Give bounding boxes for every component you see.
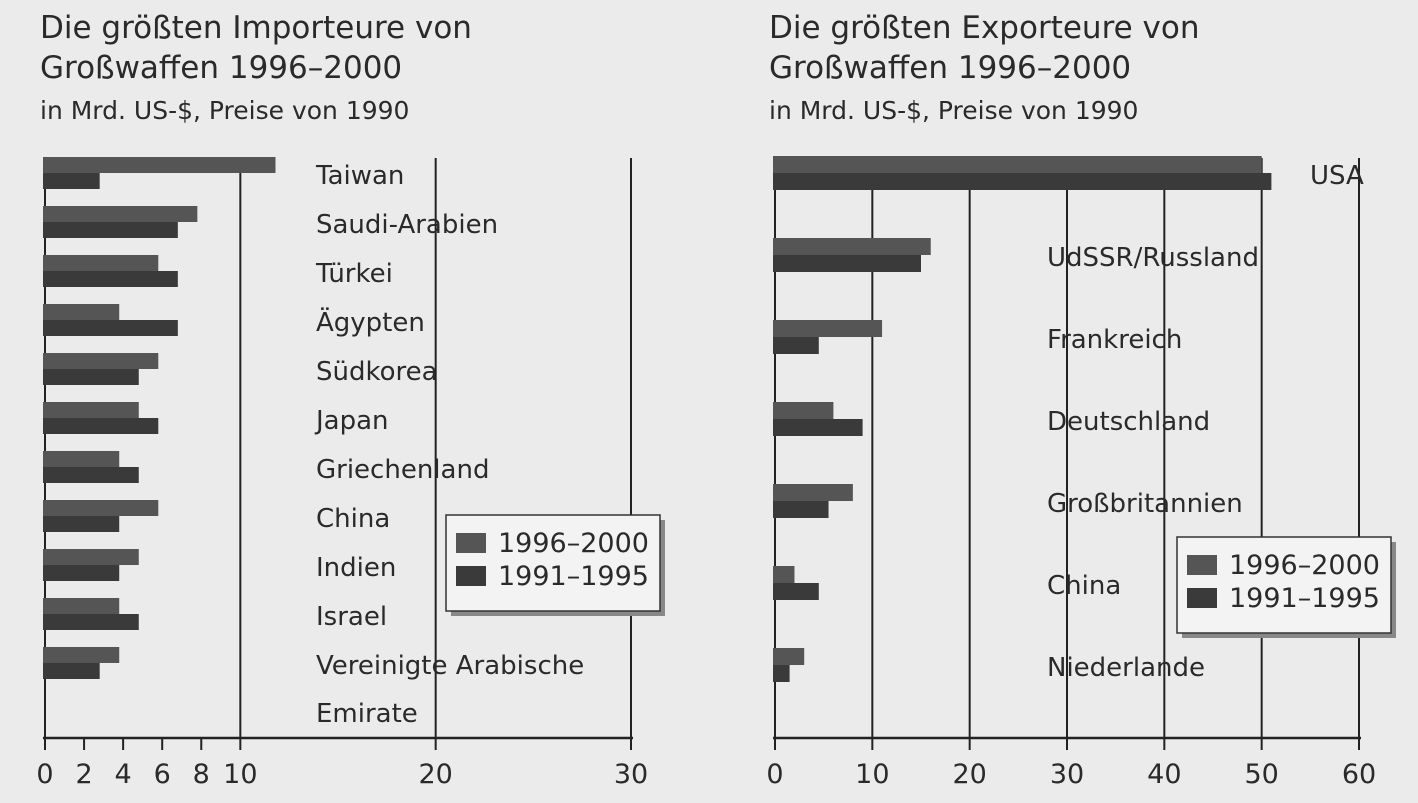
category-label: Ägypten xyxy=(316,306,425,338)
category-label: Vereinigte Arabische xyxy=(316,651,584,681)
x-tick-label: 10 xyxy=(223,759,257,790)
bar xyxy=(43,663,100,679)
x-tick-label: 0 xyxy=(766,759,783,790)
bar xyxy=(773,238,931,255)
bar xyxy=(773,501,829,518)
category-label: Deutschland xyxy=(1047,407,1210,437)
bar xyxy=(43,304,120,320)
bar xyxy=(43,516,120,532)
legend-label: 1996–2000 xyxy=(498,528,649,559)
bar xyxy=(43,369,139,385)
x-tick-label: 40 xyxy=(1147,759,1181,790)
bar xyxy=(43,255,159,271)
legend-box xyxy=(1176,536,1392,634)
bar xyxy=(773,156,1262,173)
category-label: Indien xyxy=(316,553,396,583)
category-label: China xyxy=(1047,571,1121,601)
legend-label: 1996–2000 xyxy=(1229,550,1380,581)
legend-swatch xyxy=(1187,588,1217,608)
category-label: Großbritannien xyxy=(1047,489,1243,519)
legend-box xyxy=(445,514,661,612)
bar xyxy=(773,419,863,436)
bar xyxy=(43,206,198,222)
legend-swatch xyxy=(456,566,486,586)
bar xyxy=(43,549,139,565)
x-tick-label: 0 xyxy=(36,759,53,790)
x-tick-label: 4 xyxy=(115,759,132,790)
chart-subtitle: in Mrd. US-$, Preise von 1990 xyxy=(769,96,1139,125)
exporters-chart: USA UdSSR/Russland Frankreich Deutschland Gr… xyxy=(766,156,1396,790)
category-label: Südkorea xyxy=(316,357,438,387)
category-label: Niederlande xyxy=(1047,653,1205,683)
category-label: UdSSR/Russland xyxy=(1047,243,1259,273)
x-tick-label: 60 xyxy=(1342,759,1376,790)
bar xyxy=(773,337,819,354)
bar xyxy=(43,173,100,189)
x-tick-label: 10 xyxy=(855,759,889,790)
bar xyxy=(43,353,159,369)
bar xyxy=(43,614,139,630)
legend-label: 1991–1995 xyxy=(498,561,649,592)
legend-label: 1991–1995 xyxy=(1229,583,1380,614)
x-tick-label: 20 xyxy=(418,759,452,790)
legend-swatch xyxy=(456,533,486,553)
category-label: Israel xyxy=(316,602,387,632)
bar xyxy=(43,598,120,614)
category-label: Emirate xyxy=(316,699,418,729)
bar xyxy=(43,500,159,516)
bar xyxy=(43,402,139,418)
category-label: Frankreich xyxy=(1047,325,1182,355)
title-line: Die größten Importeure von xyxy=(40,10,472,46)
bar xyxy=(773,484,853,501)
title-line: Großwaffen 1996–2000 xyxy=(769,50,1132,86)
bar xyxy=(43,222,178,238)
bar xyxy=(773,566,795,583)
category-label: Türkei xyxy=(315,259,393,289)
title-line: Die größten Exporteure von xyxy=(769,10,1200,46)
chart-subtitle: in Mrd. US-$, Preise von 1990 xyxy=(40,96,410,125)
importers-panel: Die größten Importeure von Großwaffen 199… xyxy=(0,0,700,803)
x-tick-label: 6 xyxy=(154,759,171,790)
bar xyxy=(773,402,834,419)
exporters-panel: Die größten Exporteure von Großwaffen 199… xyxy=(700,0,1418,803)
title-line: Großwaffen 1996–2000 xyxy=(40,50,403,86)
bar xyxy=(43,565,120,581)
bar xyxy=(773,648,805,665)
bar xyxy=(773,320,883,337)
bar xyxy=(43,647,120,663)
chart-title: Die größten Importeure von Großwaffen 199… xyxy=(40,8,680,88)
chart-title: Die größten Exporteure von Großwaffen 199… xyxy=(769,8,1409,88)
bar xyxy=(43,418,159,434)
x-tick-label: 50 xyxy=(1244,759,1278,790)
bar xyxy=(773,173,1272,190)
x-tick-label: 20 xyxy=(952,759,986,790)
category-label: Japan xyxy=(314,406,389,436)
bar xyxy=(43,451,120,467)
x-tick-label: 30 xyxy=(614,759,648,790)
bar xyxy=(773,665,790,682)
x-tick-label: 2 xyxy=(75,759,92,790)
x-tick-label: 8 xyxy=(193,759,210,790)
category-label: China xyxy=(316,504,390,534)
bar xyxy=(43,157,276,173)
x-tick-label: 30 xyxy=(1050,759,1084,790)
bar xyxy=(43,320,178,336)
bar xyxy=(43,467,139,483)
bar xyxy=(773,583,819,600)
bar xyxy=(43,271,178,287)
importers-chart: Taiwan Saudi-Arabien Türkei Ägypten Südkorea… xyxy=(36,157,665,790)
category-label: Griechenland xyxy=(316,455,489,485)
category-label: USA xyxy=(1310,161,1364,191)
bar xyxy=(773,255,921,272)
category-label: Saudi-Arabien xyxy=(316,210,498,240)
legend-swatch xyxy=(1187,555,1217,575)
category-label: Taiwan xyxy=(315,161,404,191)
